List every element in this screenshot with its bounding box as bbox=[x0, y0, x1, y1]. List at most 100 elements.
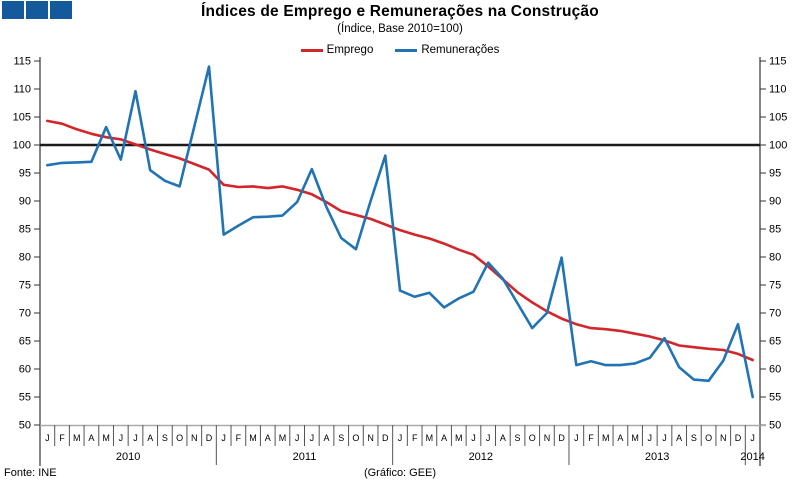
month-label: M bbox=[455, 433, 463, 443]
month-label: M bbox=[279, 433, 287, 443]
legend-label: Emprego bbox=[326, 44, 374, 56]
logo-square bbox=[2, 1, 24, 19]
month-label: J bbox=[119, 433, 124, 443]
month-label: O bbox=[705, 433, 712, 443]
month-label: S bbox=[691, 433, 697, 443]
month-label: D bbox=[735, 433, 742, 443]
y-axis-label-right: 65 bbox=[769, 336, 781, 348]
month-label: A bbox=[441, 433, 447, 443]
source-note: Fonte: INE bbox=[4, 467, 57, 479]
y-axis-label-left: 95 bbox=[19, 168, 31, 180]
year-label: 2010 bbox=[116, 451, 140, 463]
month-label: A bbox=[676, 433, 682, 443]
month-label: J bbox=[310, 433, 315, 443]
month-label: F bbox=[588, 433, 594, 443]
month-label: O bbox=[176, 433, 183, 443]
y-axis-label-left: 85 bbox=[19, 224, 31, 236]
month-label: J bbox=[45, 433, 50, 443]
y-axis-label-right: 75 bbox=[769, 280, 781, 292]
month-label: S bbox=[338, 433, 344, 443]
month-label: O bbox=[352, 433, 359, 443]
month-label: M bbox=[631, 433, 639, 443]
y-axis-label-right: 90 bbox=[769, 196, 781, 208]
month-label: N bbox=[720, 433, 727, 443]
y-axis-label-left: 110 bbox=[13, 84, 31, 96]
month-label: D bbox=[206, 433, 213, 443]
logo-square bbox=[50, 1, 72, 19]
credit-note: (Gráfico: GEE) bbox=[363, 467, 437, 479]
y-axis-label-right: 110 bbox=[769, 84, 787, 96]
month-label: F bbox=[59, 433, 65, 443]
month-label: J bbox=[648, 433, 653, 443]
y-axis-label-right: 85 bbox=[769, 224, 781, 236]
month-label: O bbox=[529, 433, 536, 443]
y-axis-label-left: 80 bbox=[19, 252, 31, 264]
legend-label: Remunerações bbox=[421, 44, 500, 56]
legend-item: Emprego bbox=[300, 44, 374, 56]
month-label: A bbox=[500, 433, 506, 443]
y-axis-label-right: 105 bbox=[769, 112, 787, 124]
month-label: J bbox=[471, 433, 476, 443]
month-label: N bbox=[191, 433, 198, 443]
y-axis-label-right: 55 bbox=[769, 392, 781, 404]
month-label: J bbox=[221, 433, 226, 443]
y-axis-label-left: 65 bbox=[19, 336, 31, 348]
year-label: 2012 bbox=[469, 451, 493, 463]
month-label: J bbox=[295, 433, 300, 443]
y-axis-label-left: 55 bbox=[19, 392, 31, 404]
month-label: J bbox=[398, 433, 403, 443]
logo-squares bbox=[2, 1, 72, 19]
month-label: S bbox=[515, 433, 521, 443]
month-label: D bbox=[382, 433, 389, 443]
y-axis-label-left: 75 bbox=[19, 280, 31, 292]
year-label: 2013 bbox=[645, 451, 669, 463]
y-axis-label-right: 115 bbox=[769, 56, 787, 68]
year-label: 2014 bbox=[740, 451, 764, 463]
legend-swatch bbox=[300, 48, 323, 52]
chart-title: Índices de Emprego e Remunerações na Con… bbox=[201, 3, 599, 20]
y-axis-label-left: 115 bbox=[13, 56, 31, 68]
y-axis-label-right: 70 bbox=[769, 308, 781, 320]
series-line-emprego bbox=[45, 119, 755, 362]
month-label: A bbox=[265, 433, 271, 443]
y-axis-label-right: 80 bbox=[769, 252, 781, 264]
y-axis-label-left: 90 bbox=[19, 196, 31, 208]
month-label: M bbox=[602, 433, 610, 443]
month-label: N bbox=[367, 433, 374, 443]
month-label: J bbox=[662, 433, 667, 443]
y-axis-label-left: 105 bbox=[13, 112, 31, 124]
month-label: A bbox=[147, 433, 153, 443]
month-label: M bbox=[73, 433, 81, 443]
month-label: M bbox=[249, 433, 257, 443]
month-label: J bbox=[574, 433, 579, 443]
month-label: A bbox=[324, 433, 330, 443]
month-label: M bbox=[426, 433, 434, 443]
month-label: F bbox=[412, 433, 418, 443]
month-label: D bbox=[558, 433, 565, 443]
chart-legend: Emprego Remunerações bbox=[0, 44, 800, 56]
series-line-remuneracoes bbox=[45, 65, 755, 399]
y-axis-label-right: 50 bbox=[769, 420, 781, 432]
logo-square bbox=[26, 1, 48, 19]
month-label: N bbox=[544, 433, 551, 443]
month-label: J bbox=[486, 433, 491, 443]
y-axis-label-left: 60 bbox=[19, 364, 31, 376]
month-label: A bbox=[88, 433, 94, 443]
month-label: J bbox=[133, 433, 138, 443]
y-axis-label-left: 100 bbox=[13, 140, 31, 152]
y-axis-label-left: 50 bbox=[19, 420, 31, 432]
month-label: M bbox=[102, 433, 110, 443]
y-axis-label-right: 95 bbox=[769, 168, 781, 180]
chart-subtitle: (Índice, Base 2010=100) bbox=[337, 23, 463, 35]
month-label: A bbox=[617, 433, 623, 443]
y-axis-label-left: 70 bbox=[19, 308, 31, 320]
month-label: S bbox=[162, 433, 168, 443]
y-axis-label-right: 60 bbox=[769, 364, 781, 376]
month-label: J bbox=[750, 433, 755, 443]
legend-swatch bbox=[395, 48, 418, 52]
year-label: 2011 bbox=[293, 451, 317, 463]
month-label: F bbox=[236, 433, 242, 443]
legend-item: Remunerações bbox=[395, 44, 499, 56]
